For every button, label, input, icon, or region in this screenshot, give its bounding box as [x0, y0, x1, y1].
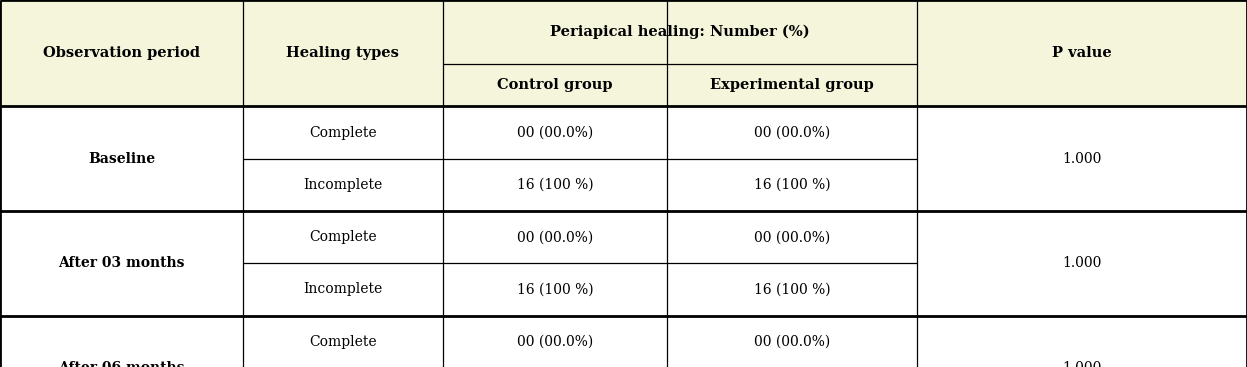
Polygon shape: [0, 264, 243, 316]
Polygon shape: [0, 0, 243, 64]
Polygon shape: [917, 316, 1247, 367]
Text: 00 (00.0%): 00 (00.0%): [516, 126, 594, 139]
Text: 00 (00.0%): 00 (00.0%): [516, 335, 594, 349]
Polygon shape: [667, 64, 917, 106]
Text: Healing types: Healing types: [287, 46, 399, 60]
Text: Complete: Complete: [309, 126, 377, 139]
Polygon shape: [443, 64, 667, 106]
Text: Incomplete: Incomplete: [303, 178, 383, 192]
Text: Complete: Complete: [309, 335, 377, 349]
Polygon shape: [0, 64, 243, 106]
Polygon shape: [243, 264, 443, 316]
Polygon shape: [443, 211, 667, 264]
Text: 16 (100 %): 16 (100 %): [516, 178, 594, 192]
Text: 00 (00.0%): 00 (00.0%): [753, 230, 831, 244]
Polygon shape: [0, 211, 243, 264]
Polygon shape: [243, 211, 443, 264]
Text: After 03 months: After 03 months: [59, 256, 185, 270]
Text: Baseline: Baseline: [89, 152, 155, 166]
Text: 16 (100 %): 16 (100 %): [753, 283, 831, 297]
Text: 16 (100 %): 16 (100 %): [753, 178, 831, 192]
Polygon shape: [667, 159, 917, 211]
Text: 16 (100 %): 16 (100 %): [516, 283, 594, 297]
Polygon shape: [667, 0, 917, 64]
Polygon shape: [443, 264, 667, 316]
Text: Incomplete: Incomplete: [303, 283, 383, 297]
Text: 1.000: 1.000: [1062, 361, 1101, 367]
Text: 00 (00.0%): 00 (00.0%): [516, 230, 594, 244]
Text: 00 (00.0%): 00 (00.0%): [753, 126, 831, 139]
Polygon shape: [243, 106, 443, 159]
Text: Control group: Control group: [498, 78, 612, 92]
Polygon shape: [667, 316, 917, 367]
Text: P value: P value: [1052, 46, 1111, 60]
Polygon shape: [0, 316, 243, 367]
Text: Observation period: Observation period: [44, 46, 200, 60]
Polygon shape: [243, 316, 443, 367]
Polygon shape: [917, 264, 1247, 316]
Polygon shape: [917, 0, 1247, 64]
Text: After 06 months: After 06 months: [59, 361, 185, 367]
Polygon shape: [917, 159, 1247, 211]
Text: Complete: Complete: [309, 230, 377, 244]
Polygon shape: [243, 0, 443, 64]
Text: 1.000: 1.000: [1062, 152, 1101, 166]
Polygon shape: [667, 106, 917, 159]
Text: 1.000: 1.000: [1062, 256, 1101, 270]
Polygon shape: [443, 316, 667, 367]
Text: 00 (00.0%): 00 (00.0%): [753, 335, 831, 349]
Text: Experimental group: Experimental group: [710, 78, 874, 92]
Polygon shape: [243, 64, 443, 106]
Polygon shape: [917, 64, 1247, 106]
Polygon shape: [0, 106, 243, 159]
Polygon shape: [917, 106, 1247, 159]
Polygon shape: [443, 106, 667, 159]
Polygon shape: [667, 211, 917, 264]
Text: Periapical healing: Number (%): Periapical healing: Number (%): [550, 25, 809, 39]
Polygon shape: [243, 159, 443, 211]
Polygon shape: [917, 211, 1247, 264]
Polygon shape: [0, 159, 243, 211]
Polygon shape: [443, 0, 667, 64]
Polygon shape: [667, 264, 917, 316]
Polygon shape: [443, 159, 667, 211]
